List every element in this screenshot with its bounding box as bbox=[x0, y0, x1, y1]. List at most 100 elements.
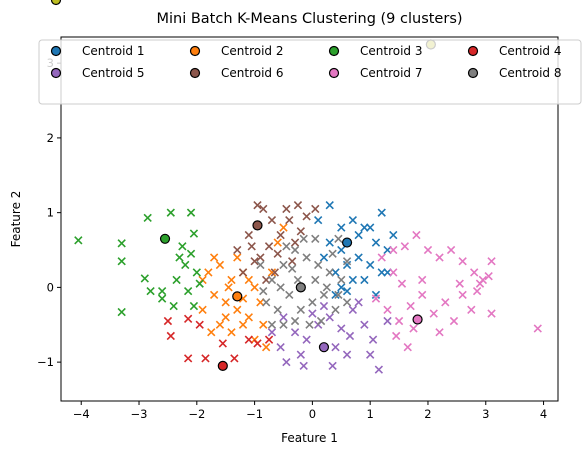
data-point-series-3 bbox=[178, 242, 187, 251]
data-point-series-5 bbox=[354, 298, 363, 307]
data-point-series-3 bbox=[166, 208, 175, 217]
data-point-series-4 bbox=[166, 331, 175, 341]
data-point-series-3 bbox=[169, 301, 178, 311]
data-point-series-4 bbox=[183, 354, 193, 363]
data-point-series-7 bbox=[418, 275, 427, 285]
data-point-series-5 bbox=[319, 301, 329, 311]
data-point-series-2 bbox=[198, 305, 207, 314]
data-point-series-8 bbox=[314, 260, 323, 270]
plot-area-frame bbox=[60, 36, 559, 402]
data-point-series-1 bbox=[354, 253, 363, 262]
data-point-series-1 bbox=[325, 238, 334, 247]
data-point-series-1 bbox=[337, 283, 346, 292]
data-point-series-2 bbox=[227, 328, 236, 337]
x-tick-label: 4 bbox=[540, 407, 547, 421]
data-point-series-8 bbox=[256, 260, 265, 270]
data-point-series-7 bbox=[429, 309, 438, 318]
data-point-series-7 bbox=[371, 294, 381, 303]
data-point-series-4 bbox=[163, 316, 173, 326]
data-point-series-8 bbox=[261, 298, 271, 307]
data-point-series-7 bbox=[533, 324, 542, 333]
data-point-series-6 bbox=[264, 242, 274, 251]
x-tick-label: −1 bbox=[246, 407, 263, 421]
data-point-series-2 bbox=[209, 253, 219, 262]
data-point-series-2 bbox=[221, 313, 230, 322]
data-point-series-1 bbox=[360, 275, 369, 285]
data-point-series-3 bbox=[192, 268, 201, 277]
data-point-series-2 bbox=[215, 260, 225, 270]
data-point-series-7 bbox=[403, 343, 412, 352]
data-point-series-8 bbox=[259, 286, 268, 296]
x-tick-label: −2 bbox=[188, 407, 205, 421]
data-point-series-3 bbox=[189, 229, 199, 238]
data-point-series-7 bbox=[435, 253, 444, 262]
data-point-series-6 bbox=[290, 238, 300, 247]
data-point-series-5 bbox=[342, 350, 352, 359]
data-point-series-5 bbox=[302, 335, 311, 344]
data-point-series-8 bbox=[325, 268, 334, 277]
data-point-series-4 bbox=[195, 320, 204, 329]
data-point-series-1 bbox=[337, 223, 346, 232]
data-point-series-7 bbox=[484, 272, 493, 281]
data-point-series-5 bbox=[279, 313, 288, 322]
legend-marker-1 bbox=[50, 45, 62, 57]
data-point-series-2 bbox=[273, 238, 282, 247]
data-point-series-6 bbox=[253, 201, 262, 210]
data-point-series-1 bbox=[348, 215, 358, 225]
data-point-series-8 bbox=[308, 298, 317, 307]
data-point-series-8 bbox=[311, 275, 320, 285]
data-point-series-2 bbox=[224, 283, 233, 292]
data-point-series-8 bbox=[334, 290, 343, 300]
data-point-series-8 bbox=[331, 305, 340, 314]
data-point-series-7 bbox=[435, 328, 444, 337]
data-point-series-8 bbox=[311, 234, 320, 243]
data-point-series-8 bbox=[279, 260, 288, 270]
legend-label-8: Centroid 8 bbox=[499, 66, 561, 80]
chart-title: Mini Batch K-Means Clustering (9 cluster… bbox=[156, 11, 462, 27]
data-point-series-1 bbox=[325, 201, 334, 210]
data-point-series-2 bbox=[250, 283, 259, 292]
data-point-series-7 bbox=[472, 286, 482, 296]
data-point-series-7 bbox=[377, 253, 386, 262]
data-point-series-2 bbox=[227, 275, 236, 285]
data-point-series-8 bbox=[285, 290, 294, 300]
data-point-series-1 bbox=[354, 230, 363, 240]
x-tick-label: −4 bbox=[73, 407, 90, 421]
data-point-series-1 bbox=[377, 208, 386, 217]
legend-marker-5 bbox=[50, 67, 62, 79]
data-point-series-6 bbox=[267, 215, 277, 225]
y-tick-label: −1 bbox=[37, 355, 54, 369]
data-point-series-7 bbox=[487, 257, 496, 266]
data-point-series-7 bbox=[467, 305, 476, 314]
data-point-series-5 bbox=[328, 361, 337, 371]
data-point-series-1 bbox=[337, 245, 346, 255]
data-point-series-8 bbox=[290, 245, 300, 255]
legend-label-1: Centroid 1 bbox=[82, 44, 144, 58]
data-point-series-7 bbox=[441, 298, 450, 307]
data-point-series-3 bbox=[140, 274, 149, 283]
data-point-series-8 bbox=[316, 316, 326, 326]
data-point-series-4 bbox=[183, 314, 193, 323]
data-point-series-8 bbox=[273, 305, 282, 314]
data-point-series-2 bbox=[261, 343, 271, 352]
data-point-series-6 bbox=[250, 257, 259, 266]
data-point-series-5 bbox=[267, 328, 277, 337]
centroid-marker-8 bbox=[295, 282, 306, 293]
data-point-series-2 bbox=[233, 305, 242, 314]
data-point-series-7 bbox=[383, 305, 392, 314]
data-point-series-2 bbox=[238, 320, 248, 329]
centroid-marker-6 bbox=[252, 220, 263, 231]
data-point-series-7 bbox=[409, 324, 418, 333]
centroid-marker-1 bbox=[341, 237, 353, 248]
data-point-series-2 bbox=[221, 298, 230, 307]
data-point-series-2 bbox=[215, 320, 225, 329]
legend: Centroid 1 Centroid 2 Centroid 3 Centroid 4… bbox=[38, 0, 582, 105]
data-point-series-3 bbox=[157, 286, 167, 296]
data-point-series-6 bbox=[270, 268, 279, 277]
data-point-series-8 bbox=[279, 320, 288, 329]
data-point-series-8 bbox=[296, 305, 305, 314]
data-point-series-7 bbox=[458, 290, 467, 300]
x-axis-ticks: −4 −3 −2 −1 0 1 2 3 4 bbox=[73, 401, 547, 421]
data-point-series-6 bbox=[256, 253, 265, 262]
data-point-series-7 bbox=[470, 268, 479, 277]
